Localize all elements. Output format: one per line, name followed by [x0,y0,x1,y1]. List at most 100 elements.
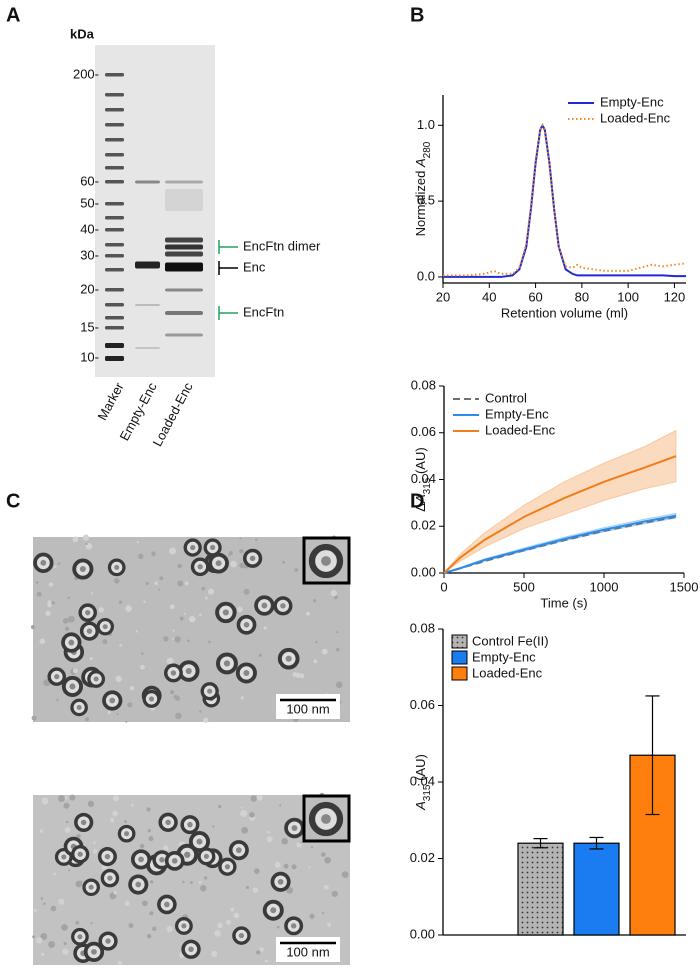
noise [315,640,318,644]
particle-core [238,932,245,939]
gel-band [105,303,124,307]
particle-core [185,667,192,675]
noise [169,689,175,695]
noise [125,605,132,612]
noise [53,872,57,876]
y-tick-label: 0.02 [410,850,435,865]
noise [138,553,144,560]
noise [158,588,161,591]
particle-core [69,683,76,690]
marker-label: 200- [73,66,99,81]
y-tick-label: 0.04 [411,471,436,486]
particle-core [235,847,242,854]
gel-band [105,73,124,77]
noise [295,672,301,678]
noise [239,562,245,569]
noise [102,639,108,645]
noise [294,568,299,572]
noise [146,933,152,939]
noise [228,550,233,555]
noise [118,600,123,605]
particle-core [109,697,116,704]
noise [93,841,96,844]
noise [112,795,120,802]
noise [239,537,242,540]
noise [47,600,52,604]
legend-label: Empty-Enc [485,406,549,421]
x-tick-label: 20 [436,289,450,304]
noise [258,653,262,657]
y-tick-label: 0.5 [417,193,435,208]
noise [40,897,44,900]
scale-label: 100 nm [286,701,329,716]
particle-core [215,560,222,567]
y-tick-label: 0.00 [411,564,436,579]
noise [67,596,70,599]
noise [119,643,122,647]
gel-band [165,288,203,292]
noise [124,820,127,823]
particle-core [107,875,113,881]
y-tick-label: 0.06 [411,424,436,439]
noise [190,881,193,884]
noise [169,604,175,610]
noise [72,536,79,543]
noise [240,810,248,817]
gel-band [105,243,124,247]
gel-band [165,311,203,315]
noise [117,960,122,966]
noise [140,664,145,670]
noise [64,827,71,833]
gel-band [105,343,124,348]
particle-core [243,669,250,676]
noise [107,710,111,715]
noise [279,804,282,807]
gel-unit: kDa [70,26,95,41]
particle-core [197,564,203,570]
noise [200,885,207,892]
gel-band [105,228,124,232]
noise [75,920,80,925]
noise [63,802,70,809]
noise [67,615,75,623]
noise [129,685,135,691]
noise [310,846,314,849]
noise [61,924,68,931]
marker-label: 15- [80,319,99,334]
y-axis-label-part: A [413,801,428,811]
noise [82,534,90,541]
noise [175,712,182,720]
x-tick-label: 1000 [590,579,619,594]
noise [336,631,339,634]
x-tick-label: 1500 [670,579,699,594]
particle-core [187,821,193,828]
gel-band [105,93,124,97]
noise [291,864,297,870]
noise [35,937,43,944]
noise [205,596,208,600]
noise [39,638,46,645]
noise [75,880,83,888]
noise [225,919,232,925]
noise [65,820,69,824]
noise [48,582,54,587]
particle-core [196,838,203,845]
particle-core [164,901,170,908]
noise [228,554,231,557]
noise [172,637,175,640]
particle-core [291,825,298,831]
noise [154,581,158,585]
y-axis-label: ΔA315 (AU) [413,447,433,511]
noise [148,836,154,842]
noise [203,876,208,880]
noise [312,599,317,603]
particle-core [261,602,268,609]
noise [313,659,318,664]
noise [36,591,42,597]
bar [517,842,564,936]
marker-label: 60- [80,173,99,188]
noise [214,930,221,937]
y-tick-label: 0.02 [411,518,436,533]
noise [208,640,211,644]
particle-core [159,857,165,863]
